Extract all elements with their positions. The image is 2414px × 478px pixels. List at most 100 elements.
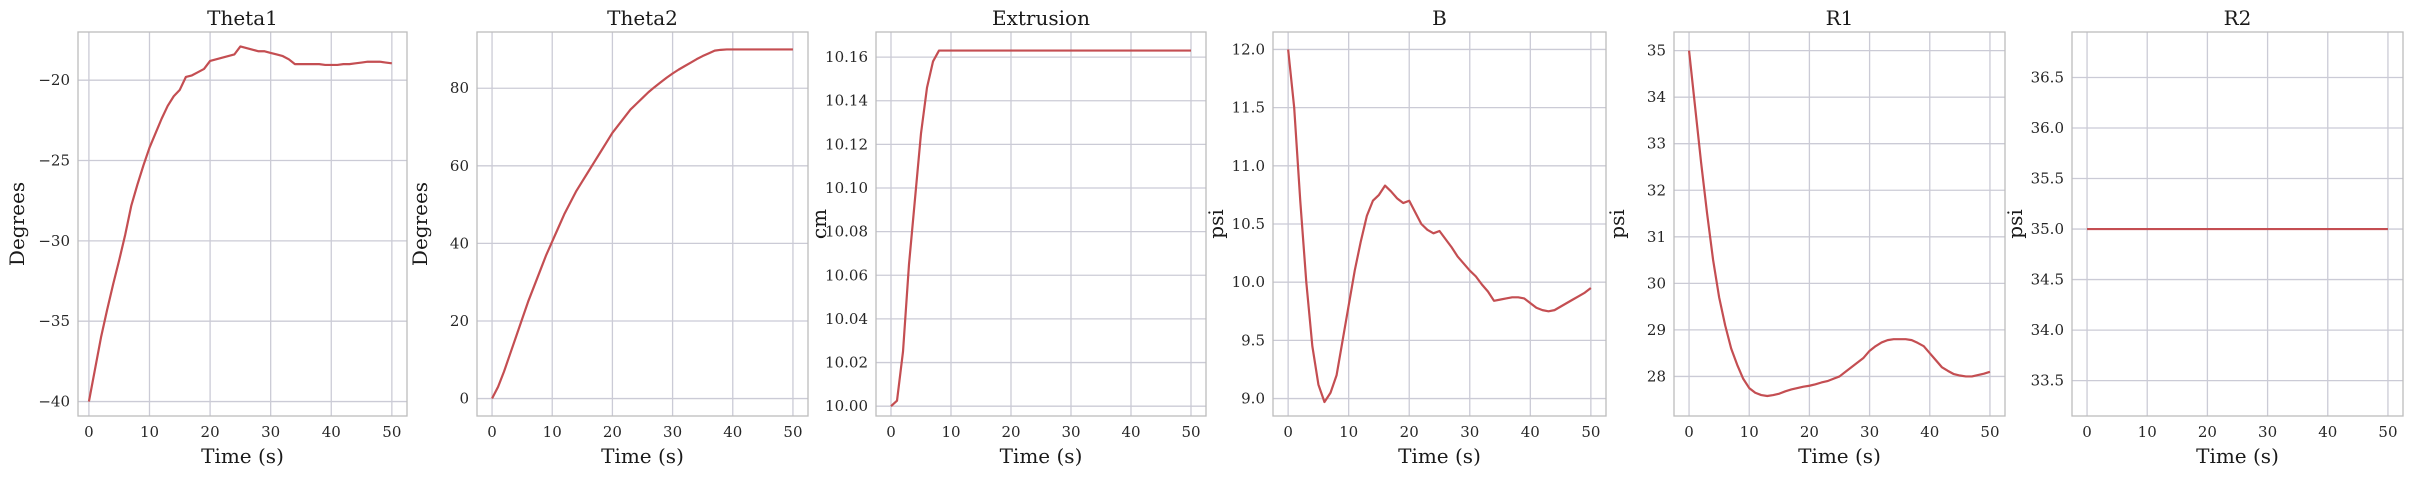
y-tick-label: 11.0 (1232, 157, 1265, 175)
x-tick-label: 10 (941, 423, 960, 441)
x-axis-label: Time (s) (1798, 444, 1881, 468)
axes-frame (476, 31, 809, 417)
y-tick-label: 31 (1647, 228, 1666, 246)
y-tick-label: 12.0 (1232, 40, 1265, 58)
series-line (1287, 49, 1592, 404)
y-tick-label: 10.10 (825, 179, 868, 197)
chart-title: Extrusion (992, 6, 1090, 30)
y-tick-label: 36.5 (2031, 68, 2064, 86)
y-axis-label: Degrees (408, 182, 432, 266)
y-tick-label: 35.0 (2031, 220, 2064, 238)
x-tick-label: 0 (2082, 423, 2092, 441)
x-tick-label: 40 (2318, 423, 2337, 441)
chart-title: R2 (2224, 6, 2252, 30)
y-tick-label: −35 (38, 312, 70, 330)
y-axis-label: Degrees (5, 182, 29, 266)
subplot-theta1: 0 10 20 30 40 50 −40 −35 −30 −25 −20 Theta1 Time (s)… (5, 6, 408, 468)
y-tick-label: −25 (38, 152, 70, 170)
x-tick-label: 10 (140, 423, 159, 441)
y-tick-label: 30 (1647, 274, 1666, 292)
y-tick-label: 35 (1647, 42, 1666, 60)
x-tick-label: 50 (1181, 423, 1200, 441)
axes-frame (2071, 31, 2404, 417)
subplot-extrusion: 0 10 20 30 40 50 10.00 10.02 10.04 10.06 10.08 10.1… (807, 6, 1207, 468)
y-tick-label: 40 (450, 234, 469, 252)
chart-title: B (1432, 6, 1447, 30)
axes-frame (1272, 31, 1607, 417)
x-tick-label: 10 (2138, 423, 2157, 441)
x-tick-label: 20 (603, 423, 622, 441)
y-tick-label: 9.0 (1241, 390, 1265, 408)
y-tick-label: −30 (38, 232, 70, 250)
y-tick-label: 34 (1647, 88, 1666, 106)
y-tick-label: 10.06 (825, 266, 868, 284)
x-tick-label: 40 (723, 423, 742, 441)
y-tick-label: 28 (1647, 367, 1666, 385)
y-axis-label: psi (1605, 209, 1629, 238)
x-tick-label: 0 (84, 423, 94, 441)
y-tick-label: 80 (450, 79, 469, 97)
y-tick-label: −40 (38, 393, 70, 411)
y-tick-label: 10.12 (825, 135, 868, 153)
x-tick-label: 40 (322, 423, 341, 441)
x-tick-label: 10 (1339, 423, 1358, 441)
x-tick-label: 50 (1581, 423, 1600, 441)
axes-frame (1673, 31, 2006, 417)
y-tick-label: 33.5 (2031, 372, 2064, 390)
y-tick-label: 10.08 (825, 223, 868, 241)
subplot-b: 0 10 20 30 40 50 9.0 9.5 10.0 10.5 11.0 11.5 12.0 B Ti… (1204, 6, 1607, 468)
x-axis-label: Time (s) (1398, 444, 1481, 468)
x-tick-label: 30 (663, 423, 682, 441)
x-tick-label: 10 (1740, 423, 1759, 441)
x-tick-label: 0 (1684, 423, 1694, 441)
chart-title: Theta1 (207, 6, 278, 30)
y-tick-label: 29 (1647, 321, 1666, 339)
x-tick-label: 10 (543, 423, 562, 441)
y-tick-label: 32 (1647, 181, 1666, 199)
y-tick-label: 35.5 (2031, 170, 2064, 188)
subplot-r1: 0 10 20 30 40 50 28 29 30 31 32 33 34 35 R1 Time (s) psi (1605, 6, 2006, 468)
y-tick-label: 10.5 (1232, 215, 1265, 233)
series-line (1687, 50, 1991, 398)
y-tick-label: 10.0 (1232, 273, 1265, 291)
x-tick-label: 20 (2198, 423, 2217, 441)
y-tick-label: 10.02 (825, 354, 868, 372)
chart-title: Theta2 (607, 6, 678, 30)
x-tick-label: 20 (1001, 423, 1020, 441)
x-axis-label: Time (s) (1000, 444, 1083, 468)
y-tick-label: 33 (1647, 135, 1666, 153)
x-tick-label: 30 (1860, 423, 1879, 441)
y-tick-label: 20 (450, 312, 469, 330)
x-tick-label: 20 (1800, 423, 1819, 441)
x-tick-label: 50 (2378, 423, 2397, 441)
y-tick-label: 10.00 (825, 397, 868, 415)
subplot-r2: 0 10 20 30 40 50 33.5 34.0 34.5 35.0 35.5 36.0 36.5 R… (2003, 6, 2404, 468)
y-tick-label: −20 (38, 71, 70, 89)
y-tick-label: 34.5 (2031, 271, 2064, 289)
y-tick-label: 10.14 (825, 92, 868, 110)
x-tick-label: 50 (1980, 423, 1999, 441)
x-tick-label: 30 (261, 423, 280, 441)
x-tick-label: 30 (2258, 423, 2277, 441)
x-tick-label: 40 (1920, 423, 1939, 441)
y-tick-label: 34.0 (2031, 321, 2064, 339)
y-tick-label: 10.04 (825, 310, 868, 328)
y-axis-label: psi (1204, 209, 1228, 238)
x-tick-label: 0 (1283, 423, 1293, 441)
x-tick-label: 40 (1521, 423, 1540, 441)
axes-frame (77, 31, 408, 417)
x-tick-label: 20 (201, 423, 220, 441)
series-line (890, 49, 1191, 407)
x-tick-label: 0 (886, 423, 896, 441)
x-tick-label: 40 (1121, 423, 1140, 441)
y-tick-label: 0 (459, 390, 469, 408)
subplot-theta2: 0 10 20 30 40 50 0 20 40 60 80 Theta2 Time (s) Degree… (408, 6, 809, 468)
x-tick-label: 20 (1400, 423, 1419, 441)
x-tick-label: 30 (1061, 423, 1080, 441)
y-axis-label: psi (2003, 209, 2027, 238)
x-tick-label: 50 (382, 423, 401, 441)
y-tick-label: 11.5 (1232, 99, 1265, 117)
x-tick-label: 30 (1460, 423, 1479, 441)
series-line (491, 48, 793, 400)
